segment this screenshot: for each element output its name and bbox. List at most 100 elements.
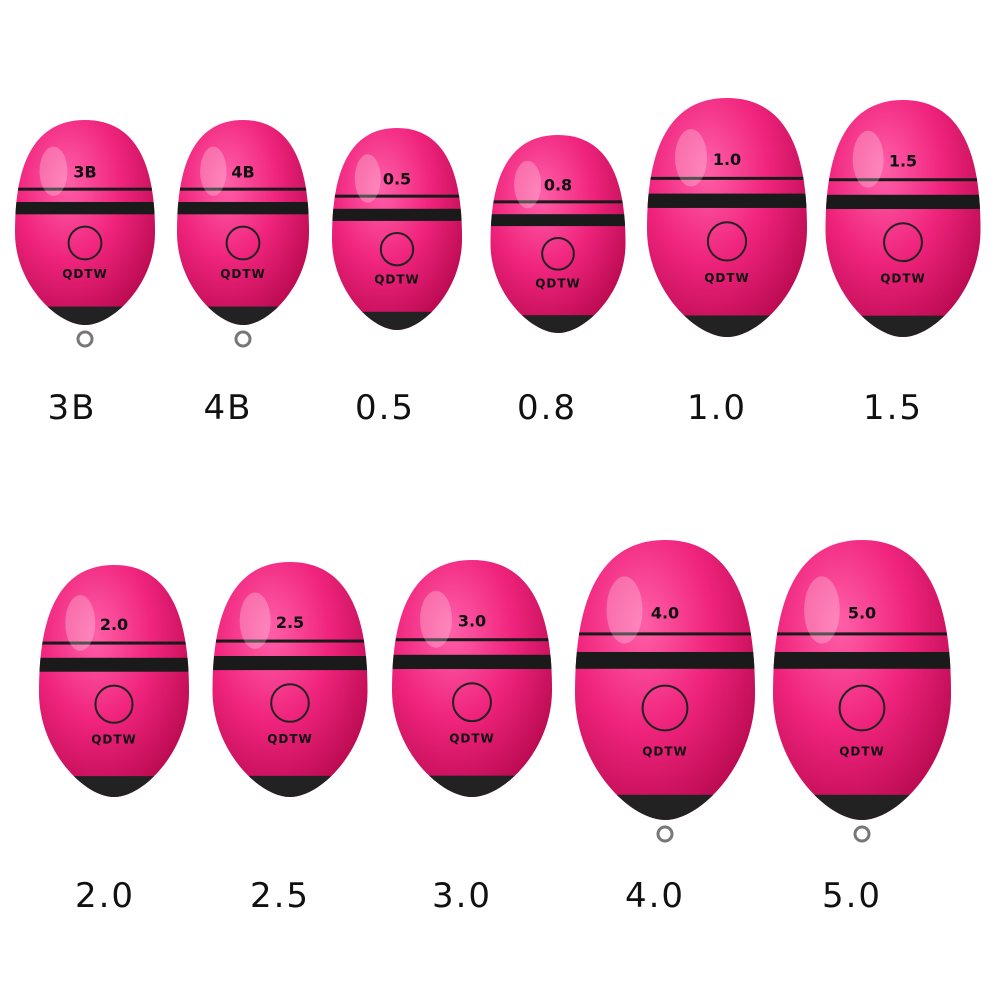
body-label: 0.8 bbox=[544, 175, 572, 194]
highlight bbox=[200, 146, 227, 196]
logo bbox=[883, 222, 923, 263]
band-thin bbox=[825, 178, 981, 182]
float-body bbox=[647, 98, 807, 337]
brand: QDTW bbox=[535, 276, 581, 290]
highlight bbox=[606, 576, 643, 644]
float: 3.0 QDTW bbox=[392, 560, 552, 797]
bottom-cap bbox=[177, 306, 309, 325]
float-body bbox=[392, 560, 552, 797]
float-body bbox=[39, 565, 189, 797]
band-thick bbox=[39, 657, 189, 672]
band-thin bbox=[392, 638, 552, 642]
band-thin bbox=[773, 632, 951, 636]
highlight bbox=[804, 576, 840, 644]
float-body bbox=[575, 540, 755, 820]
hook-ring bbox=[853, 825, 871, 843]
brand: QDTW bbox=[704, 271, 750, 285]
logo bbox=[67, 225, 103, 261]
brand: QDTW bbox=[880, 271, 926, 285]
float-body bbox=[332, 128, 462, 330]
band-thin bbox=[15, 187, 155, 191]
brand: QDTW bbox=[220, 267, 266, 281]
float-body bbox=[490, 135, 626, 333]
highlight bbox=[239, 592, 271, 649]
brand: QDTW bbox=[91, 733, 137, 747]
caption: 0.8 bbox=[517, 388, 577, 428]
band-thick bbox=[575, 652, 755, 669]
body-label: 2.5 bbox=[276, 613, 304, 632]
logo bbox=[838, 684, 886, 732]
highlight bbox=[420, 590, 452, 648]
brand: QDTW bbox=[267, 732, 313, 746]
bottom-cap bbox=[392, 775, 552, 797]
float: 3B QDTW bbox=[15, 120, 155, 348]
highlight bbox=[514, 160, 542, 209]
body-label: 3B bbox=[73, 162, 96, 181]
float-body bbox=[825, 100, 981, 337]
band-thin bbox=[177, 187, 309, 191]
band-thin bbox=[490, 200, 626, 204]
logo bbox=[94, 684, 134, 724]
highlight bbox=[354, 154, 381, 203]
caption: 2.5 bbox=[250, 876, 310, 916]
brand: QDTW bbox=[449, 731, 495, 745]
band-thin bbox=[39, 641, 189, 645]
float: 1.0 QDTW bbox=[647, 98, 807, 337]
logo bbox=[541, 236, 575, 271]
bottom-cap bbox=[490, 315, 626, 333]
float: 4.0 QDTW bbox=[575, 540, 755, 843]
brand: QDTW bbox=[374, 273, 420, 287]
logo bbox=[706, 221, 748, 262]
band-thin bbox=[575, 632, 755, 636]
logo bbox=[270, 683, 310, 723]
hook-ring bbox=[76, 330, 94, 348]
brand: QDTW bbox=[642, 745, 688, 759]
bottom-cap bbox=[39, 776, 189, 797]
highlight bbox=[39, 146, 68, 196]
bottom-cap bbox=[332, 311, 462, 330]
bottom-cap bbox=[773, 794, 951, 820]
float: 2.5 QDTW bbox=[212, 562, 368, 797]
float: 0.8 QDTW bbox=[490, 135, 626, 333]
body-label: 3.0 bbox=[458, 611, 486, 630]
body-label: 0.5 bbox=[383, 170, 411, 189]
float-body bbox=[15, 120, 155, 325]
body-label: 1.0 bbox=[713, 150, 741, 169]
band-thick bbox=[15, 202, 155, 215]
band-thick bbox=[177, 202, 309, 215]
caption: 4B bbox=[204, 388, 253, 428]
logo bbox=[641, 684, 689, 732]
bottom-cap bbox=[15, 306, 155, 325]
band-thick bbox=[825, 194, 981, 210]
float-body bbox=[177, 120, 309, 325]
band-thin bbox=[332, 194, 462, 198]
body-label: 5.0 bbox=[848, 603, 876, 622]
highlight bbox=[675, 129, 707, 187]
float-body bbox=[773, 540, 951, 820]
band-thick bbox=[490, 214, 626, 227]
body-label: 1.5 bbox=[889, 151, 917, 170]
body-label: 4B bbox=[231, 162, 254, 181]
float: 5.0 QDTW bbox=[773, 540, 951, 843]
float-body bbox=[212, 562, 368, 797]
brand: QDTW bbox=[62, 267, 108, 281]
caption: 1.0 bbox=[687, 388, 747, 428]
logo bbox=[379, 232, 415, 267]
hook-ring bbox=[234, 330, 252, 348]
bottom-cap bbox=[575, 794, 755, 820]
band-thick bbox=[212, 656, 368, 671]
float: 2.0 QDTW bbox=[39, 565, 189, 797]
caption: 3.0 bbox=[432, 876, 492, 916]
float: 1.5 QDTW bbox=[825, 100, 981, 337]
brand: QDTW bbox=[839, 745, 885, 759]
float: 4B QDTW bbox=[177, 120, 309, 348]
logo bbox=[225, 225, 261, 261]
bottom-cap bbox=[825, 315, 981, 337]
caption: 1.5 bbox=[863, 388, 923, 428]
band-thick bbox=[392, 654, 552, 670]
highlight bbox=[65, 595, 96, 651]
caption: 3B bbox=[48, 388, 97, 428]
caption: 0.5 bbox=[355, 388, 415, 428]
body-label: 4.0 bbox=[651, 603, 679, 622]
